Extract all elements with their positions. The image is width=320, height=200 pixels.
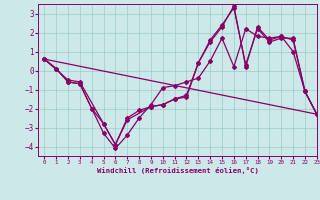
X-axis label: Windchill (Refroidissement éolien,°C): Windchill (Refroidissement éolien,°C) — [97, 167, 259, 174]
